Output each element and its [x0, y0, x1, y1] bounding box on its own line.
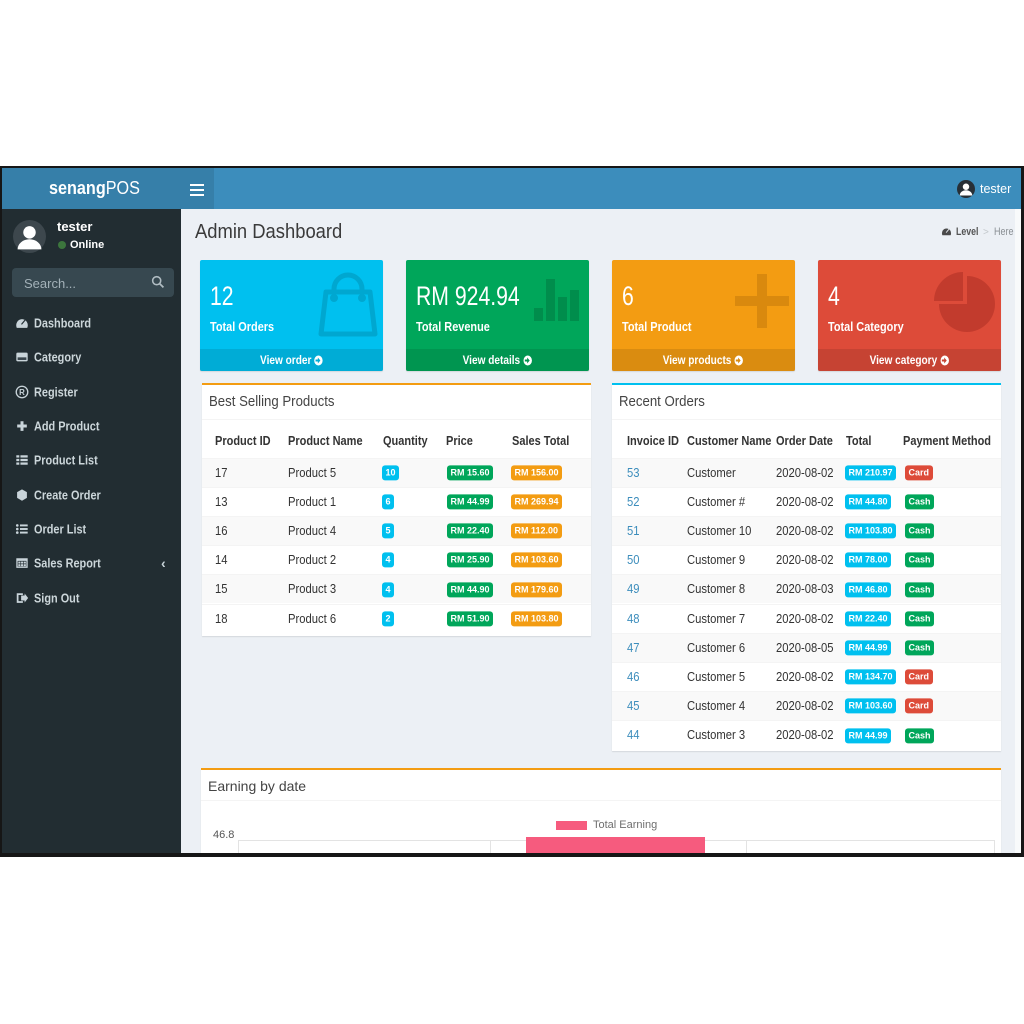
svg-text:R: R	[19, 388, 25, 397]
